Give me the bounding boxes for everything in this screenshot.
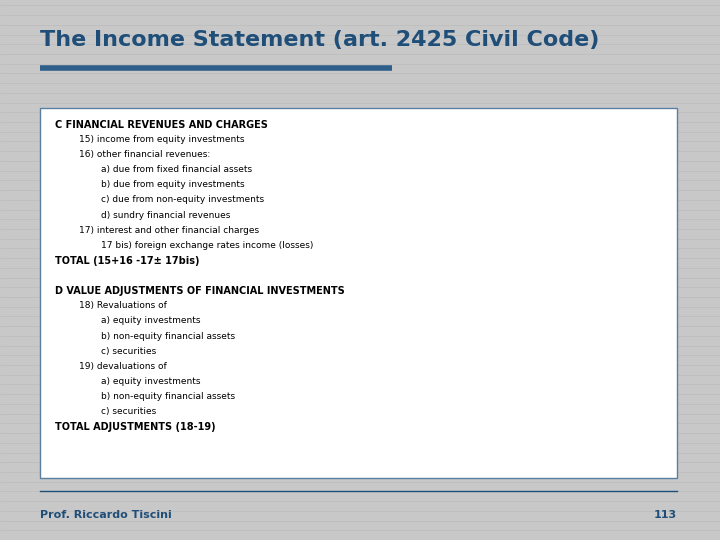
Text: Prof. Riccardo Tiscini: Prof. Riccardo Tiscini <box>40 510 171 521</box>
Text: 17 bis) foreign exchange rates income (losses): 17 bis) foreign exchange rates income (l… <box>101 241 313 250</box>
Text: d) sundry financial revenues: d) sundry financial revenues <box>101 211 230 220</box>
Text: 18) Revaluations of: 18) Revaluations of <box>79 301 167 310</box>
Text: 19) devaluations of: 19) devaluations of <box>79 362 167 371</box>
Text: c) due from non-equity investments: c) due from non-equity investments <box>101 195 264 205</box>
Text: a) due from fixed financial assets: a) due from fixed financial assets <box>101 165 252 174</box>
Text: TOTAL ADJUSTMENTS (18-19): TOTAL ADJUSTMENTS (18-19) <box>55 422 216 433</box>
Text: 113: 113 <box>654 510 677 521</box>
Text: b) non-equity financial assets: b) non-equity financial assets <box>101 332 235 341</box>
Text: 16) other financial revenues:: 16) other financial revenues: <box>79 150 210 159</box>
Text: b) due from equity investments: b) due from equity investments <box>101 180 244 190</box>
Text: D VALUE ADJUSTMENTS OF FINANCIAL INVESTMENTS: D VALUE ADJUSTMENTS OF FINANCIAL INVESTM… <box>55 286 345 296</box>
Text: c) securities: c) securities <box>101 347 156 356</box>
Text: b) non-equity financial assets: b) non-equity financial assets <box>101 392 235 401</box>
Text: TOTAL (15+16 -17± 17bis): TOTAL (15+16 -17± 17bis) <box>55 256 200 266</box>
Text: The Income Statement (art. 2425 Civil Code): The Income Statement (art. 2425 Civil Co… <box>40 30 599 50</box>
Text: a) equity investments: a) equity investments <box>101 316 200 326</box>
Text: 17) interest and other financial charges: 17) interest and other financial charges <box>79 226 259 235</box>
Text: C FINANCIAL REVENUES AND CHARGES: C FINANCIAL REVENUES AND CHARGES <box>55 120 269 130</box>
Text: 15) income from equity investments: 15) income from equity investments <box>79 135 245 144</box>
Text: a) equity investments: a) equity investments <box>101 377 200 386</box>
Text: c) securities: c) securities <box>101 407 156 416</box>
FancyBboxPatch shape <box>40 108 677 478</box>
